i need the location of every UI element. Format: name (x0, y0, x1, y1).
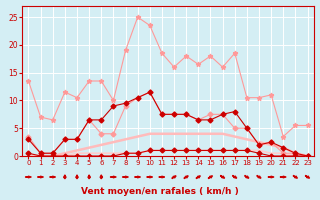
Text: Vent moyen/en rafales ( km/h ): Vent moyen/en rafales ( km/h ) (81, 187, 239, 196)
